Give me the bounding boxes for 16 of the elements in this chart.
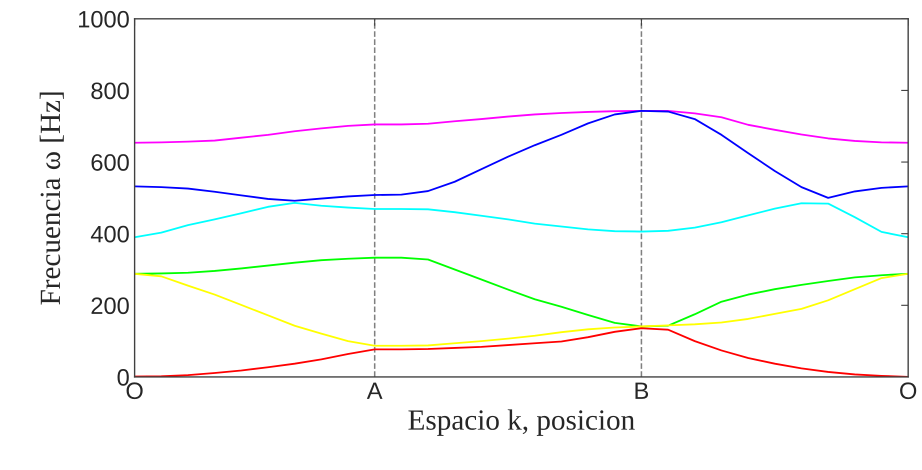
y-tick-label: 600 [92,154,129,171]
y-tick-label: 200 [92,297,129,314]
y-axis-title: Frecuencia ω [Hz] [40,92,64,305]
y-tick-label: 800 [91,82,129,100]
line-series [134,110,908,202]
line-series [134,202,908,238]
line-series [134,272,908,347]
x-tick-label: O [900,382,916,400]
y-tick-label: 400 [90,226,129,242]
line-series [134,110,908,144]
x-tick-label: B [635,382,648,399]
x-axis-title: Espacio k, posicion [408,409,635,436]
y-tick-label: 0 [118,369,129,386]
y-tick-label: 1000 [79,10,129,28]
x-tick-label: A [366,382,383,399]
x-tick-label: O [126,382,143,400]
